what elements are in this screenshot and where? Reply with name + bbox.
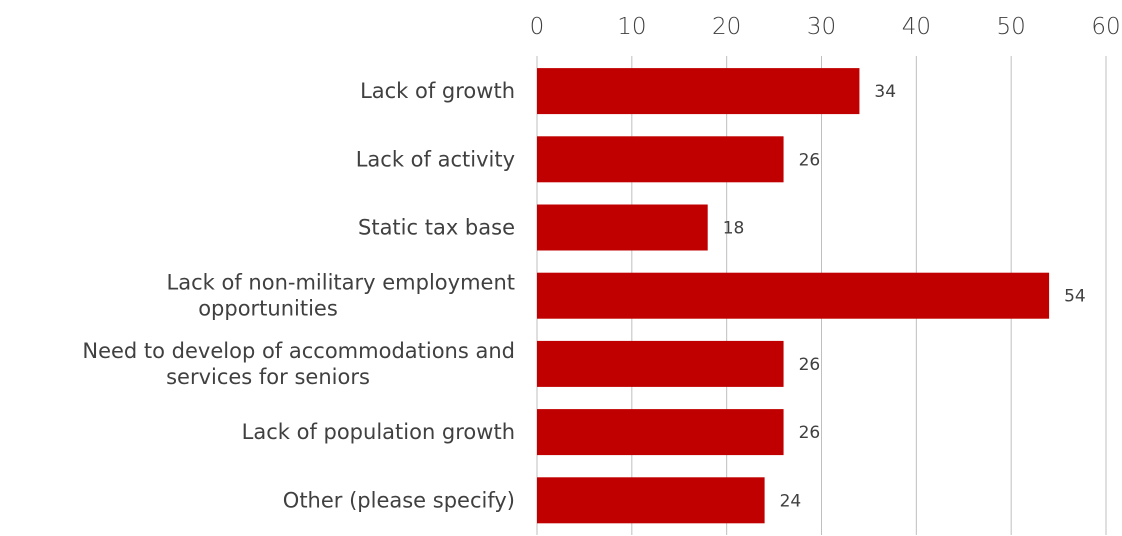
data-label: 18: [723, 219, 745, 239]
x-tick-label: 60: [1091, 14, 1120, 40]
x-tick-label: 0: [530, 14, 545, 40]
bar: [537, 409, 784, 456]
data-labels: 34 26 18 54 26 26 24: [723, 82, 1086, 511]
data-label: 24: [780, 491, 802, 511]
x-tick-label: 30: [807, 14, 836, 40]
category-labels: Lack of growth Lack of activity Static tax…: [82, 79, 515, 512]
x-tick-label: 10: [617, 14, 646, 40]
x-tick-label: 50: [997, 14, 1026, 40]
data-label: 54: [1064, 287, 1086, 307]
bar: [537, 204, 708, 251]
category-label: Lack of population growth: [242, 420, 515, 444]
category-label: Static tax base: [358, 216, 515, 240]
bar: [537, 272, 1050, 319]
category-label: Need to develop of accommodations and ser…: [82, 339, 515, 389]
bar: [537, 136, 784, 183]
category-label: Other (please specify): [283, 488, 515, 512]
category-label: Lack of non-military employment opportuni…: [167, 271, 515, 321]
data-label: 26: [799, 423, 821, 443]
x-tick-label: 40: [902, 14, 931, 40]
x-tick-label: 20: [712, 14, 741, 40]
data-label: 26: [799, 150, 821, 170]
bar: [537, 477, 765, 524]
data-label: 26: [799, 355, 821, 375]
category-label: Lack of growth: [360, 79, 515, 103]
category-label: Lack of activity: [356, 147, 515, 171]
bar: [537, 340, 784, 387]
x-axis-ticks: 0 10 20 30 40 50 60: [530, 14, 1121, 40]
bars: [537, 68, 1050, 524]
data-label: 34: [874, 82, 896, 102]
bar: [537, 68, 860, 115]
